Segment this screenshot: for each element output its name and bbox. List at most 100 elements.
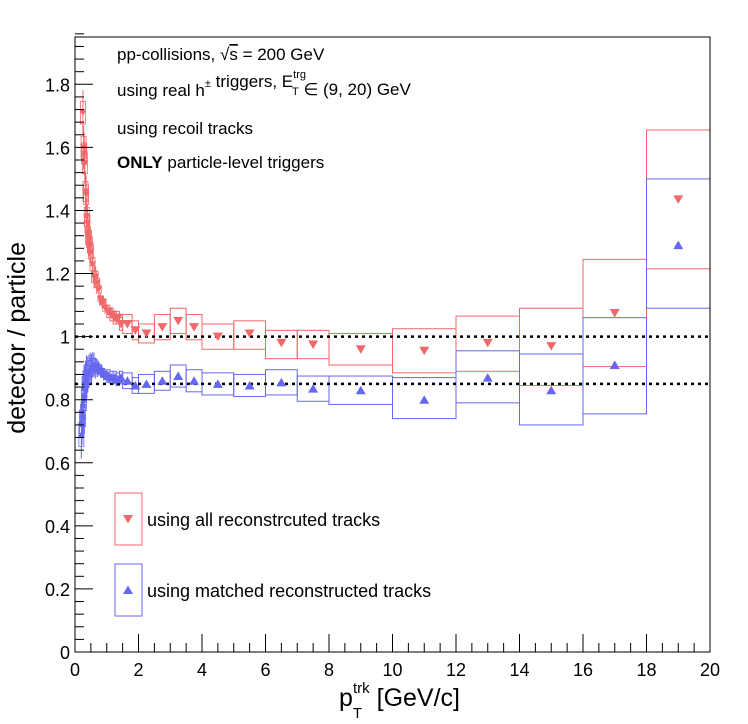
data-point-all — [189, 323, 200, 332]
data-point-all — [87, 248, 95, 255]
annotation-part: triggers, E — [211, 72, 293, 91]
systematic-box — [582, 317, 647, 415]
data-point-matched — [141, 379, 152, 388]
data-point-all — [82, 191, 90, 198]
x-axis-title-superscript: trk — [353, 680, 370, 697]
data-point-all — [173, 316, 184, 326]
data-point-matched — [157, 376, 168, 385]
data-point-all — [212, 332, 223, 342]
data-point-all — [609, 308, 620, 318]
data-point-all — [141, 329, 152, 338]
x-tick-label: 10 — [382, 660, 402, 680]
data-point-matched — [308, 384, 319, 393]
data-point-all — [79, 109, 87, 116]
data-point-matched — [130, 381, 141, 390]
annotation-part: √ — [220, 45, 230, 64]
x-axis: 0 2 4 6 8 10 12 14 16 18 20 — [70, 634, 720, 680]
data-point-all — [355, 345, 366, 354]
annotation-line: using recoil tracks — [117, 119, 253, 138]
data-point-all — [130, 326, 141, 335]
data-point-all — [157, 323, 168, 332]
data-point-all — [81, 188, 90, 195]
data-point-matched — [244, 381, 255, 390]
data-point-matched — [482, 373, 493, 382]
y-tick-label: 1.2 — [45, 265, 70, 285]
legend-label: using all reconstrcuted tracks — [147, 510, 380, 530]
annotation-line: using real h± triggers, Etrg T ∈ (9, 20) … — [117, 69, 412, 100]
data-point-all — [122, 320, 133, 329]
data-point-all — [83, 213, 91, 221]
data-point-matched — [673, 240, 684, 250]
annotation-part: = 200 GeV — [238, 45, 325, 64]
x-axis-title: pTtrk [GeV/c] — [339, 680, 460, 722]
data-point-matched — [212, 379, 223, 388]
y-tick-label: 1.8 — [45, 75, 70, 95]
data-point-all — [80, 150, 88, 157]
x-tick-label: 2 — [133, 660, 143, 680]
y-tick-label: 0.6 — [45, 454, 70, 474]
annotation-part: trg — [293, 69, 306, 81]
data-point-matched — [78, 418, 86, 425]
y-axis: 0 0.2 0.4 0.6 0.8 1 1.2 1.4 1.6 1.8 — [45, 33, 93, 663]
x-axis-title-subscript: T — [353, 705, 362, 722]
annotation-part: ± — [205, 78, 211, 90]
legend-marker-matched — [123, 585, 133, 594]
x-axis-title-symbol: p — [339, 684, 353, 712]
reference-lines — [75, 335, 710, 386]
data-point-matched — [609, 360, 620, 369]
data-point-matched — [79, 412, 87, 419]
x-tick-label: 14 — [509, 660, 529, 680]
annotation-part: particle-level triggers — [163, 153, 325, 172]
data-point-all — [673, 195, 684, 204]
data-point-matched — [355, 385, 366, 395]
data-point-matched — [122, 376, 133, 385]
y-axis-title: detector / particle — [3, 242, 31, 434]
annotation-part: using recoil tracks — [117, 119, 253, 138]
annotation-part: ONLY — [117, 153, 163, 172]
x-tick-label: 0 — [70, 660, 80, 680]
data-point-all — [95, 286, 103, 293]
data-point-matched — [173, 371, 184, 381]
x-tick-label: 8 — [324, 660, 334, 680]
legend-label: using matched reconstructed tracks — [147, 581, 431, 601]
annotations: pp-collisions, √s = 200 GeV using real h±… — [117, 45, 412, 172]
annotation-part: ∈ (9, 20) GeV — [299, 80, 412, 99]
y-tick-label: 1.6 — [45, 138, 70, 158]
y-tick-label: 1.4 — [45, 201, 70, 221]
y-tick-label: 0.2 — [45, 580, 70, 600]
data-point-all — [99, 299, 108, 306]
data-point-all — [93, 280, 101, 287]
data-point-all — [112, 313, 123, 323]
data-point-matched — [116, 373, 127, 382]
data-point-all — [81, 160, 89, 167]
annotation-part: T — [292, 86, 299, 98]
data-point-matched — [546, 385, 557, 395]
y-tick-label: 0.8 — [45, 391, 70, 411]
x-tick-label: 16 — [573, 660, 593, 680]
data-point-all — [116, 320, 127, 329]
data-point-matched — [84, 371, 92, 378]
data-point-all — [546, 342, 557, 351]
legend-box — [114, 563, 143, 617]
y-tick-label: 0 — [60, 643, 70, 663]
x-tick-label: 12 — [446, 660, 466, 680]
data-point-matched — [189, 376, 200, 385]
x-tick-label: 6 — [260, 660, 270, 680]
data-point-all — [244, 329, 255, 338]
x-tick-label: 18 — [636, 660, 656, 680]
data-point-all — [482, 338, 493, 348]
y-tick-label: 0.4 — [45, 517, 70, 537]
annotation-line: pp-collisions, √s = 200 GeV — [117, 45, 325, 64]
data-point-all — [88, 261, 97, 268]
x-tick-label: 4 — [197, 660, 207, 680]
data-point-all — [86, 242, 94, 249]
annotation-part: pp-collisions, — [117, 45, 220, 64]
data-point-matched — [419, 395, 430, 404]
data-point-matched — [85, 368, 93, 375]
x-axis-title-unit: [GeV/c] — [370, 684, 460, 712]
annotation-part: using real h — [117, 81, 205, 100]
data-point-matched — [276, 377, 287, 387]
x-tick-label: 20 — [700, 660, 720, 680]
